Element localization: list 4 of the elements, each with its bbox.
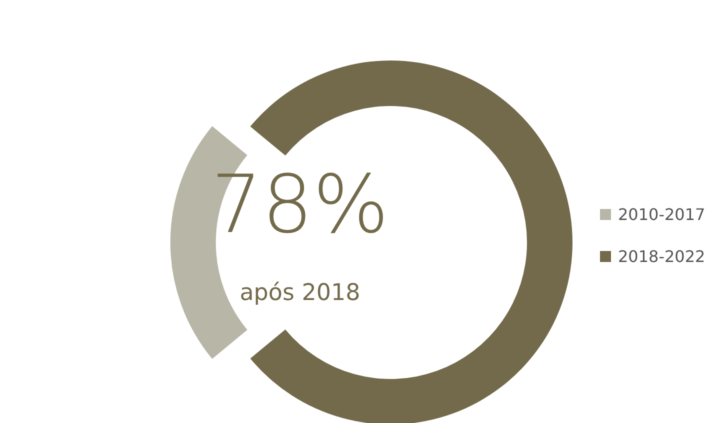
legend-label: 2010-2017 — [618, 204, 706, 224]
text: após 2018 — [240, 280, 360, 306]
text: 78% — [211, 158, 389, 251]
legend-label: 2018-2022 — [618, 246, 706, 266]
